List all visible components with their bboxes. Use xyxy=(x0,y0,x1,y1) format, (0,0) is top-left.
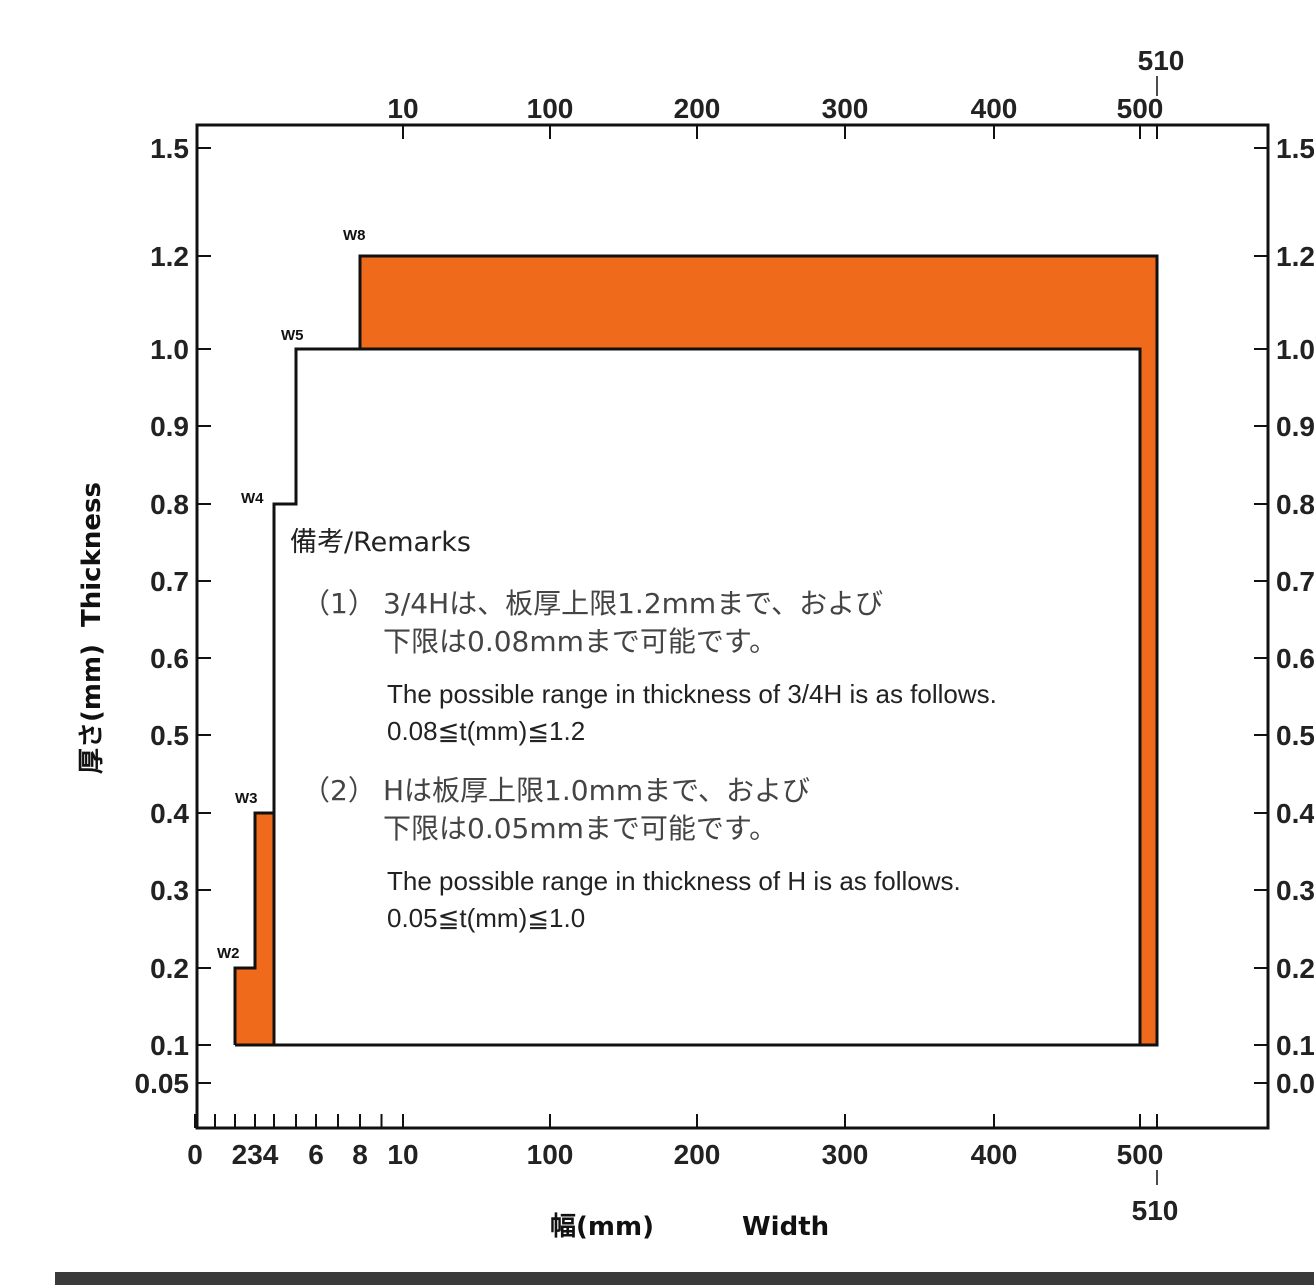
x-axis-title-en: Width xyxy=(742,1212,829,1242)
x-tick-label-top: 200 xyxy=(674,93,721,124)
y-tick-label-right: 0.7 xyxy=(1276,566,1314,597)
y-tick-label: 0.5 xyxy=(150,720,189,751)
y-tick-label: 0.6 xyxy=(150,643,189,674)
x-tick-label-top: 300 xyxy=(822,93,869,124)
region-label-w5: W5 xyxy=(281,327,304,344)
x-tick-label: 8 xyxy=(352,1139,368,1170)
region-label-w2: W2 xyxy=(217,945,240,962)
region-outline-3-4H xyxy=(358,254,1159,1047)
y-tick-label-right: 0.05 xyxy=(1276,1068,1314,1099)
region-label-w4: W4 xyxy=(241,490,264,507)
x-tick-label: 500 xyxy=(1117,1139,1164,1170)
x-tick-label-510-bottom: 510 xyxy=(1132,1195,1179,1226)
x-tick-label: 300 xyxy=(822,1139,869,1170)
x-tick-label-top: 500 xyxy=(1117,93,1164,124)
y-tick-label-right: 0.6 xyxy=(1276,643,1314,674)
y-tick-label: 0.3 xyxy=(150,875,189,906)
y-tick-label-right: 0.9 xyxy=(1276,411,1314,442)
x-tick-label: 400 xyxy=(971,1139,1018,1170)
remark-1-en-line1: The possible range in thickness of 3/4H … xyxy=(387,679,997,709)
y-tick-label-right: 0.3 xyxy=(1276,875,1314,906)
region-outline-H xyxy=(272,347,1142,1047)
region-label-w3: W3 xyxy=(235,790,258,807)
y-tick-label-right: 0.8 xyxy=(1276,489,1314,520)
y-tick-label-right: 0.4 xyxy=(1276,798,1314,829)
remarks-title: 備考/Remarks xyxy=(290,527,471,558)
y-tick-label: 0.7 xyxy=(150,566,189,597)
y-tick-label-right: 1.0 xyxy=(1276,334,1314,365)
x-tick-label: 6 xyxy=(308,1139,324,1170)
x-tick-label: 0 xyxy=(187,1139,203,1170)
region-H-0 xyxy=(274,504,296,1045)
remark-2-en-line2: 0.05≦t(mm)≦1.0 xyxy=(387,903,585,933)
x-tick-label-top: 100 xyxy=(527,93,574,124)
remark-2-jp-line1: Hは板厚上限1.0mmまで、および xyxy=(383,774,810,807)
x-tick-label: 10 xyxy=(387,1139,418,1170)
x-tick-label: 234 xyxy=(232,1139,279,1170)
y-tick-label: 0.4 xyxy=(150,798,189,829)
remark-2-jp-line2: 下限は0.05mmまで可能です。 xyxy=(383,812,777,845)
region-3-4H-1 xyxy=(255,813,274,1045)
remark-1-number: （1） xyxy=(302,587,376,620)
x-tick-label: 200 xyxy=(674,1139,721,1170)
x-tick-label: 100 xyxy=(527,1139,574,1170)
x-tick-label-top: 400 xyxy=(971,93,1018,124)
region-label-w8: W8 xyxy=(343,227,366,244)
y-tick-label: 0.1 xyxy=(150,1030,189,1061)
y-tick-label: 0.2 xyxy=(150,953,189,984)
region-3-4H-0 xyxy=(235,968,255,1045)
y-tick-label: 1.0 xyxy=(150,334,189,365)
x-axis-title-jp: 幅(mm) xyxy=(550,1212,654,1242)
x-tick-label-top: 10 xyxy=(387,93,418,124)
remark-1-en-line2: 0.08≦t(mm)≦1.2 xyxy=(387,716,585,746)
remark-2-number: （2） xyxy=(302,774,376,807)
y-tick-label-right: 1.5 xyxy=(1276,133,1314,164)
y-tick-label: 1.5 xyxy=(150,133,189,164)
y-tick-label: 0.9 xyxy=(150,411,189,442)
remark-2-en-line1: The possible range in thickness of H is … xyxy=(387,866,961,896)
region-H-1 xyxy=(296,349,1140,1045)
y-tick-label: 0.05 xyxy=(135,1068,190,1099)
y-tick-label-right: 1.2 xyxy=(1276,241,1314,272)
y-tick-label-right: 0.5 xyxy=(1276,720,1314,751)
y-tick-label: 0.8 xyxy=(150,489,189,520)
plot-frame xyxy=(195,123,1270,1130)
y-tick-label: 1.2 xyxy=(150,241,189,272)
x-tick-label-510-top: 510 xyxy=(1138,45,1185,76)
y-axis-title: 厚さ(mm) Thickness xyxy=(77,482,107,774)
y-tick-label-right: 0.2 xyxy=(1276,953,1314,984)
remark-1-jp-line1: 3/4Hは、板厚上限1.2mmまで、および xyxy=(383,587,883,620)
bottom-divider-bar xyxy=(55,1272,1314,1285)
y-tick-label-right: 0.1 xyxy=(1276,1030,1314,1061)
remark-1-jp-line2: 下限は0.08mmまで可能です。 xyxy=(383,625,777,658)
